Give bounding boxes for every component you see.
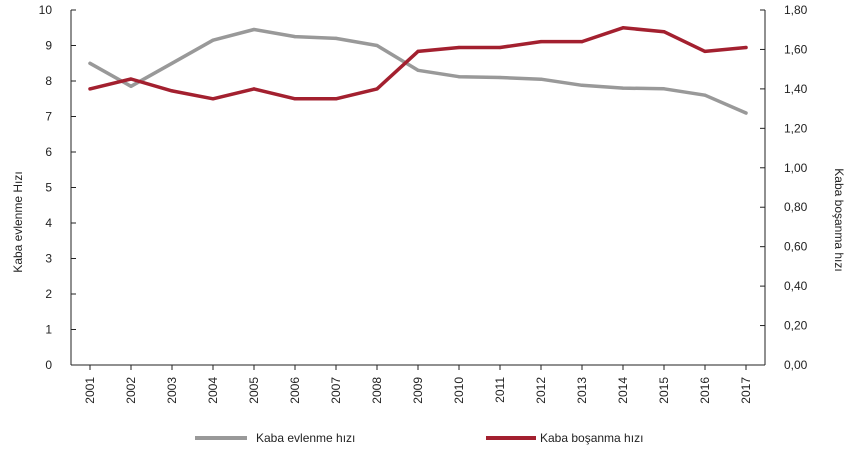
left-tick-label: 4 bbox=[45, 216, 52, 230]
data-point-evlenme bbox=[375, 43, 379, 48]
x-tick-label: 2001 bbox=[83, 377, 97, 404]
right-tick-label: 1,00 bbox=[784, 161, 808, 175]
data-point-bosanma bbox=[211, 97, 215, 101]
right-tick-label: 1,60 bbox=[784, 42, 808, 56]
data-point-bosanma bbox=[703, 49, 707, 54]
data-point-evlenme bbox=[170, 61, 174, 65]
data-point-bosanma bbox=[375, 87, 379, 91]
x-tick-label: 2003 bbox=[165, 377, 179, 404]
left-tick-label: 7 bbox=[45, 110, 52, 124]
left-tick-label: 6 bbox=[45, 145, 52, 159]
data-point-evlenme bbox=[129, 84, 133, 88]
x-tick-label: 2005 bbox=[247, 377, 261, 404]
x-tick-label: 2007 bbox=[329, 377, 343, 404]
data-point-bosanma bbox=[457, 45, 461, 50]
left-tick-label: 2 bbox=[45, 287, 52, 301]
right-tick-label: 0,20 bbox=[784, 319, 808, 333]
x-tick-label: 2006 bbox=[288, 377, 302, 404]
left-axis-title: Kaba evlenme Hızı bbox=[11, 171, 25, 272]
right-tick-label: 1,40 bbox=[784, 82, 808, 96]
x-tick-label: 2004 bbox=[206, 377, 220, 404]
right-tick-label: 1,80 bbox=[784, 3, 808, 17]
data-point-evlenme bbox=[621, 86, 625, 90]
x-tick-label: 2009 bbox=[411, 377, 425, 404]
data-point-evlenme bbox=[744, 111, 748, 115]
legend-label-evlenme: Kaba evlenme hızı bbox=[256, 431, 355, 445]
data-point-evlenme bbox=[703, 93, 707, 97]
x-tick-label: 2011 bbox=[493, 377, 507, 403]
data-point-bosanma bbox=[129, 77, 133, 81]
data-point-evlenme bbox=[457, 75, 461, 79]
data-point-evlenme bbox=[293, 35, 297, 39]
left-tick-label: 0 bbox=[45, 358, 52, 372]
x-tick-label: 2008 bbox=[370, 377, 384, 404]
data-point-evlenme bbox=[334, 36, 338, 41]
data-point-evlenme bbox=[498, 75, 502, 80]
left-tick-label: 8 bbox=[45, 74, 52, 88]
data-point-bosanma bbox=[252, 87, 256, 91]
x-axis-ticks: 2001 2002 2003 2004 2005 2006 2007 2008 2009 2010… bbox=[83, 365, 753, 404]
legend-label-bosanma: Kaba boşanma hızı bbox=[540, 431, 643, 445]
right-axis-title: Kaba boşanma hızı bbox=[832, 168, 845, 271]
left-tick-label: 5 bbox=[45, 181, 52, 195]
data-point-bosanma bbox=[88, 87, 92, 91]
x-tick-label: 2010 bbox=[452, 377, 466, 404]
right-tick-label: 0,40 bbox=[784, 279, 808, 293]
data-point-bosanma bbox=[498, 45, 502, 50]
x-tick-label: 2017 bbox=[739, 377, 753, 404]
x-tick-label: 2012 bbox=[534, 377, 548, 404]
right-tick-label: 0,80 bbox=[784, 200, 808, 214]
data-point-evlenme bbox=[252, 27, 256, 32]
data-point-evlenme bbox=[580, 83, 584, 87]
data-point-evlenme bbox=[539, 77, 543, 81]
right-tick-label: 1,20 bbox=[784, 121, 808, 135]
x-tick-label: 2002 bbox=[124, 377, 138, 404]
left-tick-label: 1 bbox=[45, 323, 52, 337]
left-axis-ticks: 0 1 2 3 4 5 6 7 8 9 10 bbox=[39, 3, 76, 372]
left-tick-label: 9 bbox=[45, 39, 52, 53]
right-axis-ticks: 0,00 0,20 0,40 0,60 0,80 1,00 1,20 1,40 1,60 1,80 bbox=[760, 3, 808, 372]
data-point-bosanma bbox=[170, 89, 174, 93]
left-tick-label: 3 bbox=[45, 252, 52, 266]
series-layer bbox=[88, 26, 748, 115]
right-tick-label: 0,00 bbox=[784, 358, 808, 372]
x-tick-label: 2013 bbox=[575, 377, 589, 404]
data-point-evlenme bbox=[211, 38, 215, 42]
x-tick-label: 2015 bbox=[657, 377, 671, 404]
data-point-bosanma bbox=[580, 40, 584, 44]
data-point-bosanma bbox=[539, 40, 543, 44]
x-tick-label: 2016 bbox=[698, 377, 712, 404]
data-point-bosanma bbox=[334, 97, 338, 101]
data-point-bosanma bbox=[662, 30, 666, 34]
data-point-bosanma bbox=[744, 45, 748, 50]
data-point-evlenme bbox=[88, 61, 92, 65]
data-point-bosanma bbox=[621, 26, 625, 30]
data-point-bosanma bbox=[416, 49, 420, 54]
legend: Kaba evlenme hızı Kaba boşanma hızı bbox=[195, 431, 643, 445]
right-tick-label: 0,60 bbox=[784, 240, 808, 254]
data-point-evlenme bbox=[662, 87, 666, 91]
data-point-bosanma bbox=[293, 97, 297, 101]
data-point-evlenme bbox=[416, 68, 420, 72]
left-tick-label: 10 bbox=[39, 3, 53, 17]
x-tick-label: 2014 bbox=[616, 377, 630, 404]
